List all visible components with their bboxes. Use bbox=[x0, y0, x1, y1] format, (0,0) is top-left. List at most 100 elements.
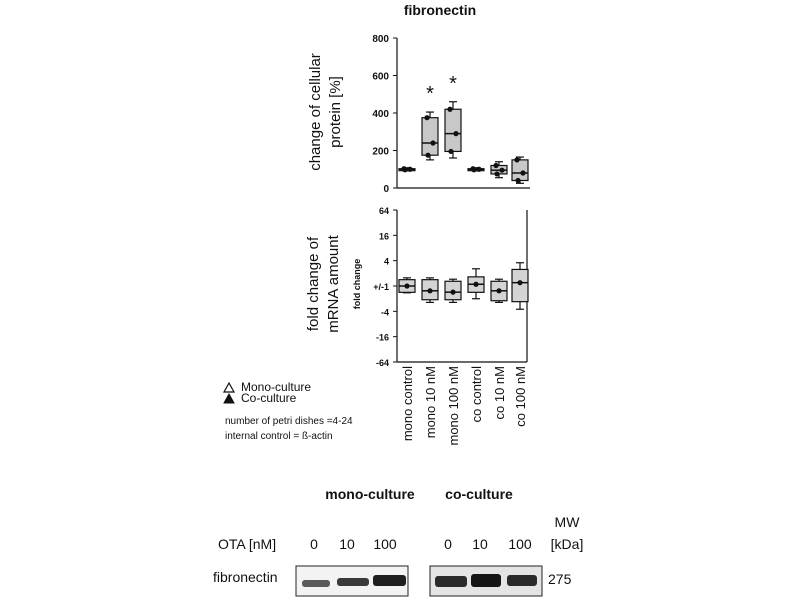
protein-chart: change of cellular protein [%] 0 200 400 60… bbox=[307, 34, 530, 195]
bottom-ylabel-line1: fold change of bbox=[305, 236, 322, 331]
top-data-point bbox=[453, 131, 459, 137]
mw-label-line1: MW bbox=[555, 514, 581, 530]
mrna-chart: fold change of mRNA amount fold change 6… bbox=[305, 206, 529, 368]
co-band-100 bbox=[507, 575, 537, 586]
bottom-boxes bbox=[398, 262, 529, 310]
category-label: co control bbox=[469, 366, 484, 422]
category-label: mono control bbox=[400, 366, 415, 441]
bottom-ylabel-line2: mRNA amount bbox=[325, 234, 342, 332]
bottom-data-point bbox=[450, 289, 456, 295]
bottom-ytick-label: -4 bbox=[381, 307, 389, 317]
mono-dose-0: 0 bbox=[310, 536, 318, 552]
top-boxes: * * bbox=[398, 73, 529, 184]
top-box-rect bbox=[511, 159, 529, 182]
top-ytick-labels: 0 200 400 600 800 bbox=[372, 34, 389, 195]
protein-label: fibronectin bbox=[213, 569, 278, 585]
top-ylabel-line2: protein [%] bbox=[327, 76, 344, 148]
bottom-ytick-label: -64 bbox=[376, 358, 389, 368]
bottom-ytick-label: 4 bbox=[384, 257, 389, 267]
top-ytick-label: 200 bbox=[372, 147, 389, 158]
bottom-data-point bbox=[427, 288, 433, 294]
bottom-box-4 bbox=[490, 278, 508, 304]
co-band-10 bbox=[471, 574, 501, 587]
bottom-data-point bbox=[496, 288, 502, 294]
mono-triangle-icon bbox=[222, 381, 236, 393]
mono-dose-1: 10 bbox=[339, 536, 355, 552]
western-blot: mono-culture co-culture OTA [nM] 0 10 10… bbox=[213, 486, 584, 597]
top-data-point bbox=[514, 157, 520, 163]
blot-group-mono: mono-culture bbox=[325, 486, 415, 502]
top-box-2: * bbox=[444, 73, 462, 159]
top-ylabel-line1: change of cellular bbox=[307, 53, 324, 171]
top-data-point bbox=[402, 167, 408, 173]
top-box-5 bbox=[511, 156, 529, 184]
top-ytick-label: 0 bbox=[383, 184, 389, 195]
mono-band-10 bbox=[337, 578, 369, 586]
bottom-data-point bbox=[404, 283, 410, 289]
top-data-point bbox=[493, 162, 499, 169]
top-data-point bbox=[494, 171, 500, 177]
top-box-rect bbox=[421, 117, 439, 156]
category-label: co 10 nM bbox=[492, 366, 507, 419]
top-data-point bbox=[424, 115, 430, 121]
top-box-4 bbox=[490, 161, 508, 179]
bottom-data-point bbox=[473, 281, 479, 287]
top-data-point bbox=[448, 148, 454, 155]
ota-label: OTA [nM] bbox=[218, 536, 276, 552]
category-label: mono 10 nM bbox=[423, 366, 438, 438]
top-data-point bbox=[499, 167, 505, 173]
mono-band-100 bbox=[373, 575, 406, 586]
legend-note-line1: number of petri dishes =4-24 bbox=[225, 416, 353, 427]
legend-note-line2: internal control = ß-actin bbox=[225, 431, 333, 442]
bottom-inner-ylabel: fold change bbox=[352, 259, 362, 310]
top-ytick-label: 400 bbox=[372, 109, 389, 120]
figure-title: fibronectin bbox=[404, 2, 476, 18]
co-dose-1: 10 bbox=[472, 536, 488, 552]
mono-band-0 bbox=[302, 580, 330, 587]
legend: Mono-culture Co-culture number of petri … bbox=[222, 380, 353, 442]
bottom-box-rect bbox=[511, 268, 529, 303]
blot-group-co: co-culture bbox=[445, 486, 513, 502]
top-data-point bbox=[407, 166, 413, 172]
bottom-data-point bbox=[517, 280, 523, 286]
significance-star: * bbox=[449, 73, 457, 95]
top-box-3 bbox=[467, 166, 485, 173]
top-ytick-label: 600 bbox=[372, 72, 389, 83]
top-data-point bbox=[515, 177, 521, 184]
top-data-point bbox=[425, 152, 431, 158]
bottom-ytick-label: -16 bbox=[376, 333, 389, 343]
top-data-point bbox=[471, 167, 477, 173]
co-dose-2: 100 bbox=[508, 536, 532, 552]
co-triangle-icon bbox=[223, 392, 235, 404]
top-data-point bbox=[476, 166, 482, 172]
co-band-0 bbox=[435, 576, 467, 587]
top-box-0 bbox=[398, 166, 416, 173]
bottom-box-0 bbox=[398, 277, 416, 294]
bottom-ytick-label: +/-1 bbox=[373, 282, 389, 292]
mono-dose-2: 100 bbox=[373, 536, 397, 552]
top-axes bbox=[393, 37, 530, 189]
bottom-ytick-label: 64 bbox=[379, 206, 389, 216]
top-box-rect bbox=[444, 108, 462, 153]
top-data-point bbox=[447, 106, 453, 112]
top-data-point bbox=[520, 170, 526, 176]
co-dose-0: 0 bbox=[444, 536, 452, 552]
legend-co-label: Co-culture bbox=[241, 391, 297, 405]
category-label: mono 100 nM bbox=[446, 366, 461, 446]
top-box-1: * bbox=[421, 83, 439, 161]
top-ytick-label: 800 bbox=[372, 34, 389, 45]
bottom-box-5 bbox=[511, 262, 529, 310]
bottom-box-3 bbox=[467, 268, 485, 300]
category-label: co 100 nM bbox=[513, 366, 528, 427]
mw-label-line2: [kDa] bbox=[551, 536, 584, 552]
legend-mono-label: Mono-culture bbox=[241, 380, 311, 394]
significance-star: * bbox=[426, 83, 434, 105]
category-labels: mono control mono 10 nM mono 100 nM co cont… bbox=[400, 366, 528, 446]
top-data-point bbox=[430, 140, 436, 146]
bottom-ytick-labels: 64 16 4 +/-1 -4 -16 -64 bbox=[373, 206, 389, 368]
mw-value: 275 bbox=[548, 571, 572, 587]
bottom-ytick-label: 16 bbox=[379, 231, 389, 241]
bottom-box-2 bbox=[444, 278, 462, 304]
bottom-box-1 bbox=[421, 277, 439, 304]
